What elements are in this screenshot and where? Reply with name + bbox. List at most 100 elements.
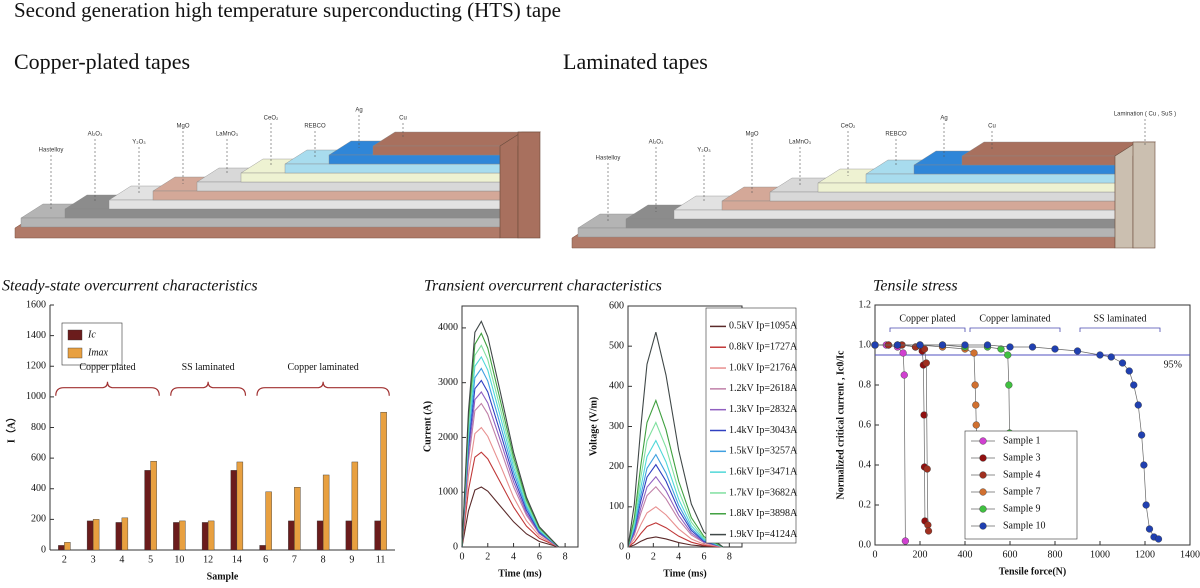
x-tick-label: 8 <box>727 551 732 562</box>
layer-label: CeO₂ <box>841 124 856 130</box>
x-tick-label: 4 <box>511 551 516 562</box>
marker <box>916 341 924 349</box>
marker <box>922 359 930 367</box>
y-tick-label: 0 <box>41 544 46 555</box>
bar <box>345 520 353 551</box>
x-tick-label: 11 <box>376 554 386 565</box>
tape-layer-edge <box>577 227 1116 238</box>
x-tick-label: 2 <box>485 551 490 562</box>
bar <box>374 520 381 551</box>
x-tick-label: 3 <box>91 554 96 565</box>
series-line <box>627 522 724 548</box>
series-line <box>627 331 724 548</box>
layer-label: Al₂O₃ <box>649 140 664 146</box>
y-tick-label: 500 <box>609 340 624 351</box>
legend-marker <box>979 471 987 479</box>
layer-label: Y₂O₃ <box>132 140 146 146</box>
series-line <box>461 426 559 548</box>
series-line <box>461 344 560 548</box>
annotation: SS laminated <box>1093 313 1146 324</box>
x-tick-label: 0 <box>873 549 878 560</box>
bracket <box>1079 327 1161 332</box>
x-tick-label: 12 <box>203 554 213 565</box>
layer-label: Lamination ( Cu , SuS ) <box>1114 112 1176 118</box>
legend-box <box>964 430 1078 540</box>
chart-title: Tensile stress <box>873 278 958 295</box>
marker <box>997 345 1005 353</box>
series-line <box>627 475 724 548</box>
diagram-title: Copper-plated tapes <box>14 49 190 74</box>
series-line <box>875 344 926 522</box>
y-tick-label: 2000 <box>438 432 458 443</box>
series-line <box>627 421 724 548</box>
x-tick-label: 8 <box>563 551 568 562</box>
x-tick-label: 4 <box>119 554 124 565</box>
series-line <box>461 402 559 548</box>
y-tick-label: 3000 <box>438 377 458 388</box>
bracket <box>969 327 1061 332</box>
legend-label: 1.2kV Ip=2618A <box>729 383 798 394</box>
legend-label: Sample 3 <box>1003 452 1041 463</box>
legend-label: Ic <box>87 329 96 340</box>
tape-layer-edge <box>961 155 1116 166</box>
x-tick-label: 7 <box>292 554 297 565</box>
marker <box>893 341 902 349</box>
series-line <box>627 453 724 548</box>
bar <box>115 522 123 551</box>
legend-marker <box>979 437 987 445</box>
y-tick-label: 1000 <box>438 487 458 498</box>
series-line <box>627 506 724 548</box>
marker <box>1125 367 1133 375</box>
marker <box>1028 343 1037 351</box>
tape-layer-edge <box>372 145 501 156</box>
bar <box>64 542 71 551</box>
tape-layer-edge <box>721 200 1116 211</box>
legend-label: 1.3kV Ip=2832A <box>729 404 798 415</box>
series-line <box>875 344 1159 540</box>
legend-label: Sample 1 <box>1003 435 1041 446</box>
y-tick-label: 0.6 <box>859 419 872 430</box>
x-axis-label: Time (ms) <box>663 568 706 579</box>
tape-layer-edge <box>196 181 501 192</box>
annotation: Copper laminated <box>979 313 1050 324</box>
legend-marker <box>979 488 987 496</box>
reference-label: 95% <box>1164 359 1182 370</box>
x-tick-label: 1200 <box>1135 549 1155 560</box>
legend-label: 1.4kV Ip=3043A <box>729 425 798 436</box>
x-axis-label: Sample <box>207 571 239 582</box>
layer-label: Cu <box>399 116 407 122</box>
diagram-title: Laminated tapes <box>563 49 708 74</box>
y-tick-label: 600 <box>31 452 46 463</box>
bar <box>144 470 151 551</box>
tape-layer-edge <box>769 191 1116 202</box>
marker <box>961 341 969 349</box>
bar <box>322 474 330 551</box>
y-tick-label: 0 <box>619 541 624 552</box>
y-tick-label: 100 <box>609 501 624 512</box>
series-line <box>627 485 724 548</box>
bar <box>150 460 157 551</box>
tape-layer <box>372 131 523 147</box>
legend-label: Sample 7 <box>1003 486 1041 497</box>
series-line <box>461 332 560 548</box>
legend-marker <box>979 522 987 530</box>
layer-label: CeO₂ <box>264 116 279 122</box>
marker <box>1051 345 1059 353</box>
y-tick-label: 1000 <box>26 391 46 402</box>
bar <box>380 411 387 551</box>
legend-label: 1.0kV Ip=2176A <box>729 362 798 373</box>
layer-label: MgO <box>176 124 189 130</box>
y-tick-label: 0.2 <box>859 499 872 510</box>
annotation: Copper laminated <box>287 362 358 373</box>
layer-label: Cu <box>988 124 996 130</box>
bracket <box>889 327 966 332</box>
y-tick-label: 600 <box>609 300 624 311</box>
bar <box>207 520 215 551</box>
x-tick-label: 0 <box>626 551 631 562</box>
tape-layer-edge <box>913 164 1116 175</box>
bar <box>92 519 100 551</box>
annotation: SS laminated <box>182 362 235 373</box>
layer-label: Ag <box>355 108 362 114</box>
x-tick-label: 200 <box>913 549 928 560</box>
layer-label: REBCO <box>304 124 326 130</box>
